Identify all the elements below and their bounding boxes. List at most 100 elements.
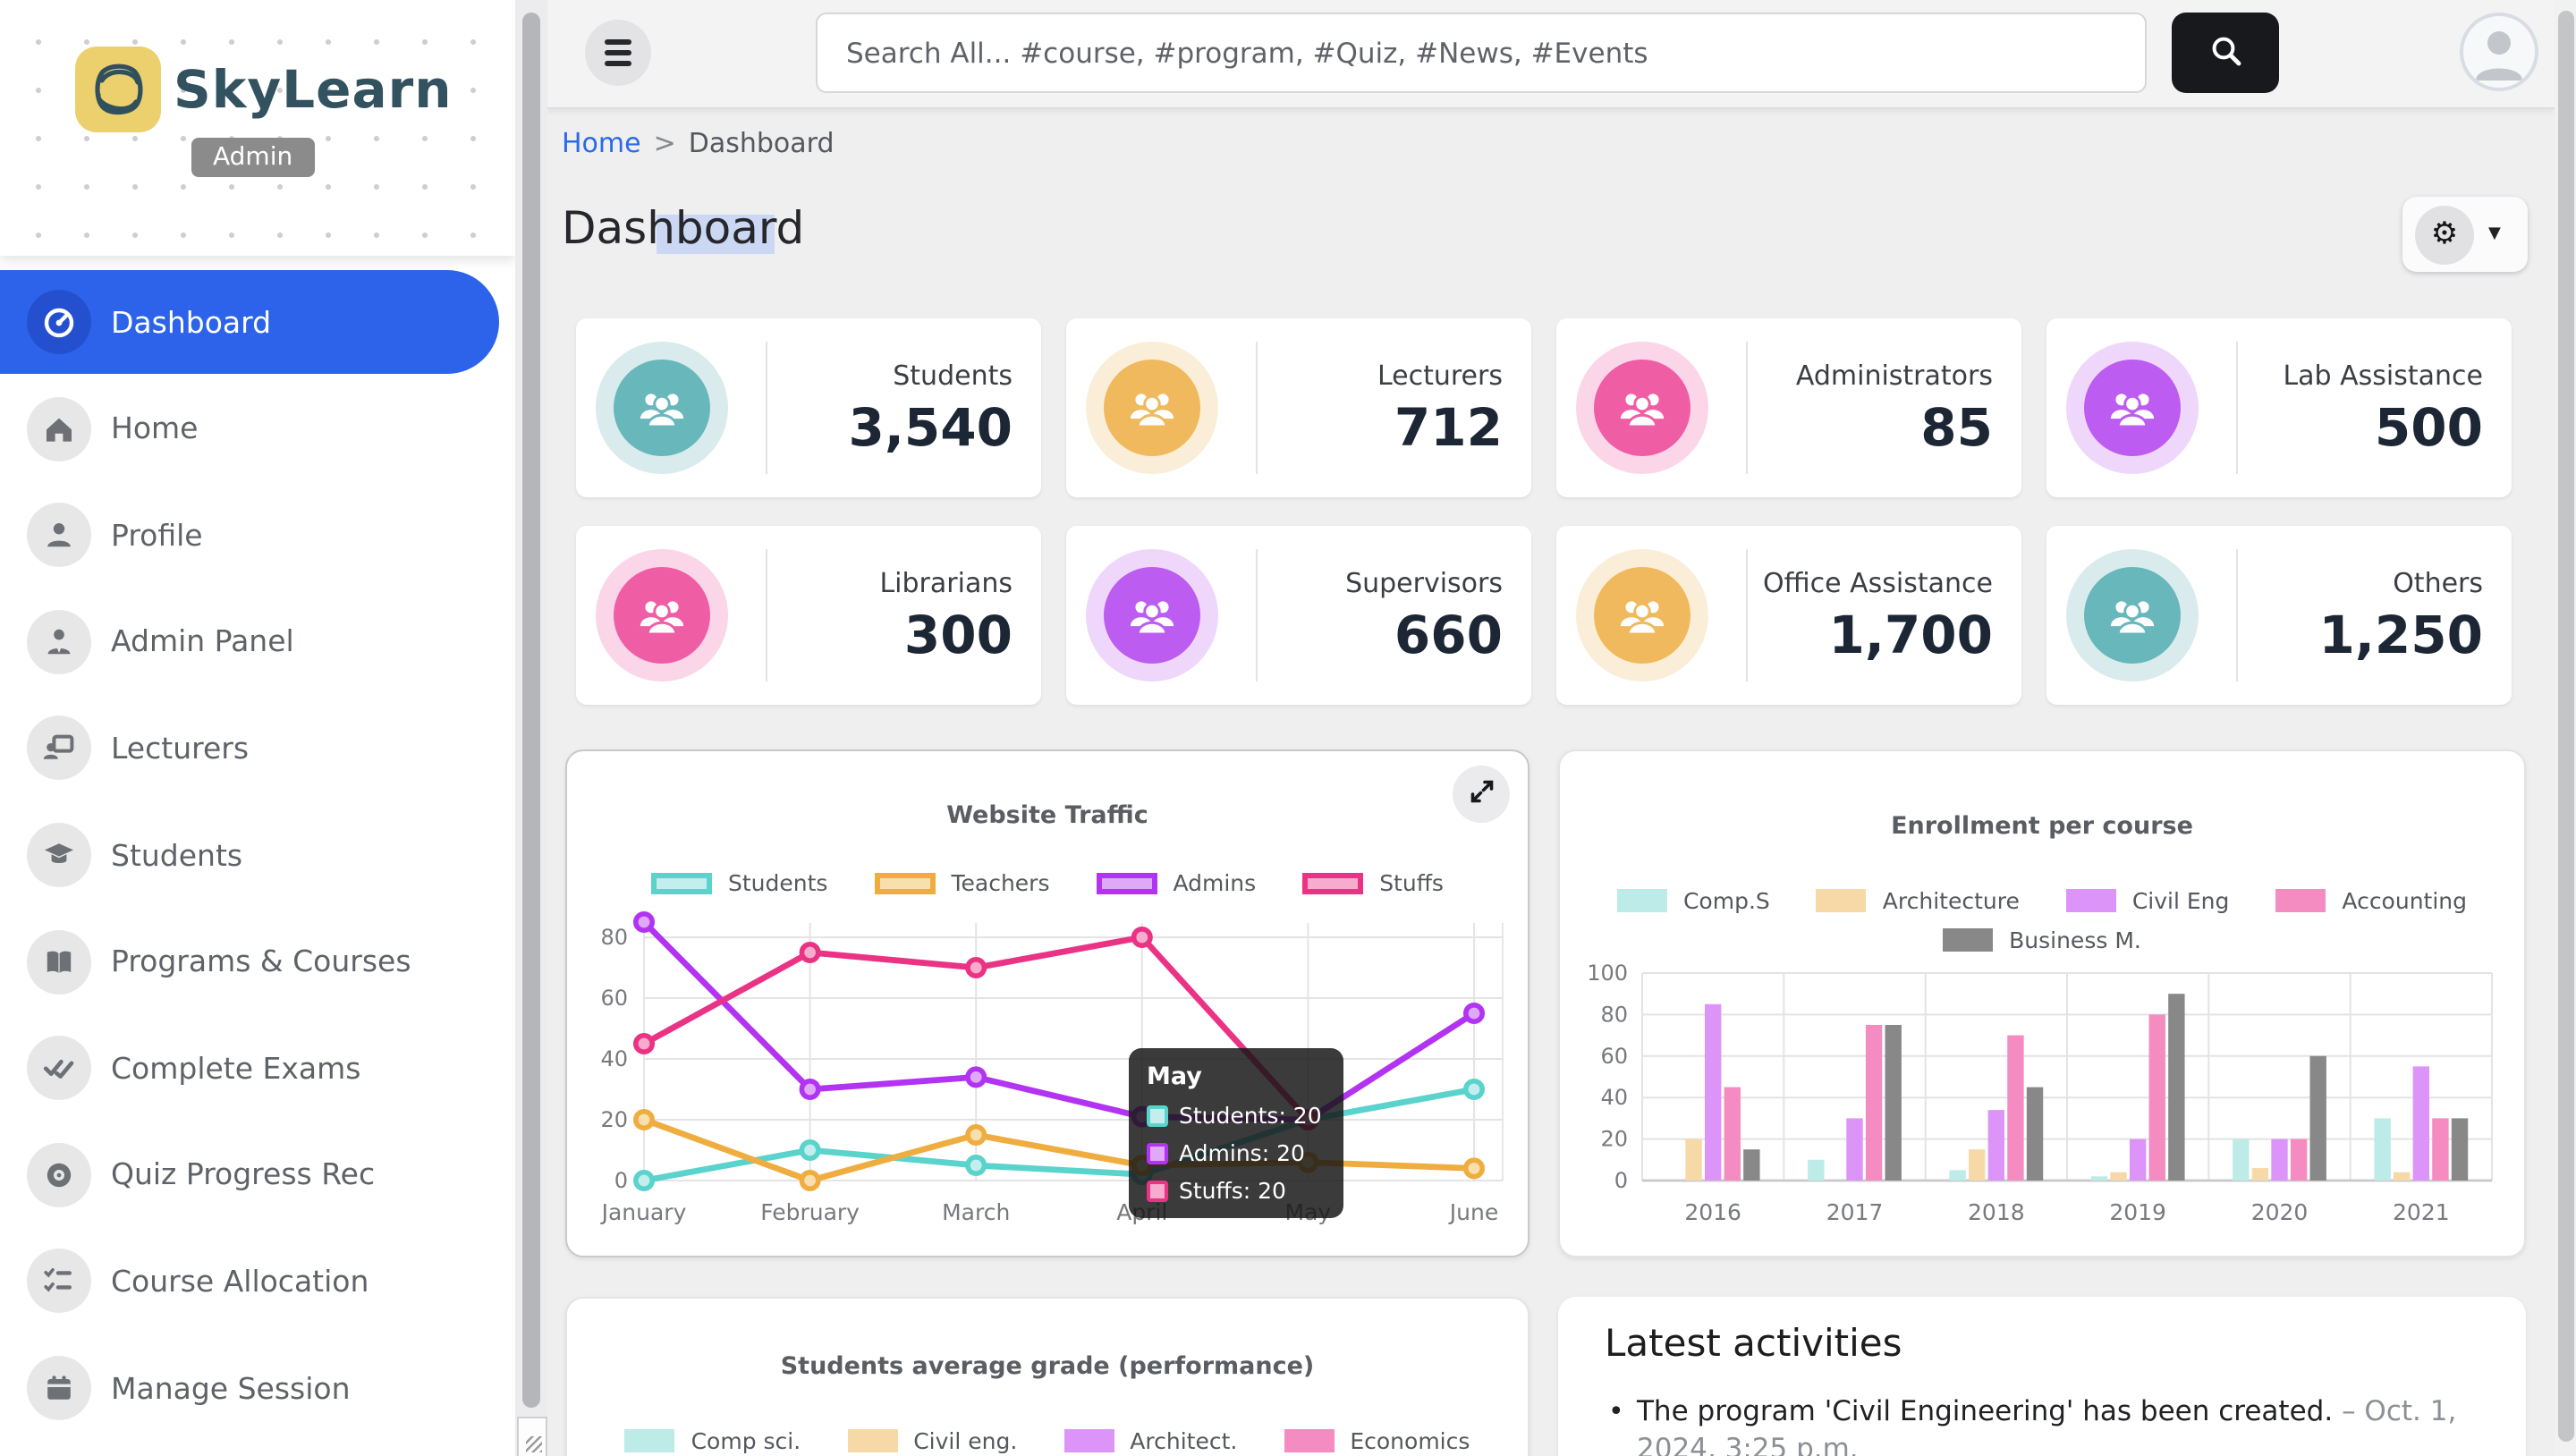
skylearn-logo-icon (75, 47, 161, 132)
legend-item[interactable]: Business M. (1943, 927, 2141, 953)
sidebar-item-dashboard[interactable]: Dashboard (0, 270, 499, 374)
users-icon (1594, 360, 1690, 456)
activity-text: The program 'Civil Engineering' has been… (1637, 1393, 2490, 1456)
legend-item[interactable]: Students (651, 869, 827, 896)
svg-text:2020: 2020 (2251, 1199, 2309, 1225)
traffic-legend: Students Teachers Admins Stuffs (567, 869, 1528, 896)
activities-title: Latest activities (1605, 1322, 1902, 1365)
stat-card: Librarians 300 (576, 526, 1041, 705)
legend-item[interactable]: Comp sci. (624, 1427, 801, 1454)
sidebar-item-label: Lecturers (111, 731, 250, 766)
stat-icon-halo (596, 342, 728, 474)
home-icon (27, 396, 91, 461)
sidebar-item-home[interactable]: Home (0, 377, 515, 480)
sidebar-item-students[interactable]: Students (0, 803, 515, 907)
breadcrumb-current: Dashboard (688, 127, 835, 159)
breadcrumb-separator: > (653, 127, 676, 159)
legend-item[interactable]: Civil eng. (847, 1427, 1017, 1454)
stat-card: Lecturers 712 (1066, 318, 1531, 497)
legend-swatch (1096, 872, 1157, 893)
legend-swatch (1616, 889, 1667, 912)
svg-text:February: February (760, 1199, 860, 1225)
gear-icon: ⚙ (2415, 205, 2474, 264)
legend-label: Stuffs (1379, 869, 1444, 896)
stat-value: 660 (1394, 604, 1503, 665)
sidebar-item-manage-session[interactable]: Manage Session (0, 1336, 515, 1440)
tooltip-value: Students: 20 (1179, 1102, 1322, 1129)
stat-card: Students 3,540 (576, 318, 1041, 497)
hamburger-menu-button[interactable] (585, 20, 651, 86)
legend-swatch (1284, 1429, 1335, 1452)
breadcrumb: Home > Dashboard (562, 127, 835, 159)
legend-item[interactable]: Teachers (874, 869, 1049, 896)
sidebar-item-admin-panel[interactable]: Admin Panel (0, 590, 515, 694)
sidebar-item-label: Students (111, 838, 243, 872)
legend-label: Accounting (2342, 887, 2468, 914)
sidebar-item-label: Dashboard (111, 305, 272, 339)
perf-legend: Comp sci. Civil eng. Architect. Economics (567, 1427, 1528, 1454)
divider (1746, 342, 1748, 474)
quiz-progress-icon (27, 1142, 91, 1207)
svg-text:60: 60 (1600, 1044, 1628, 1069)
course-allocation-icon (27, 1249, 91, 1314)
stat-card: Administrators 85 (1556, 318, 2021, 497)
sidebar: SkyLearn Admin Dashboard Home Profile Admin… (0, 0, 515, 1456)
stat-label: Lecturers (1377, 359, 1503, 391)
stat-label: Lab Assistance (2283, 359, 2483, 391)
performance-card: Students average grade (performance) Com… (565, 1297, 1530, 1456)
sidebar-item-lecturers[interactable]: Lecturers (0, 697, 515, 800)
sidebar-item-course-allocation[interactable]: Course Allocation (0, 1230, 515, 1333)
divider (1256, 549, 1258, 681)
legend-label: Teachers (951, 869, 1050, 896)
legend-item[interactable]: Comp.S (1616, 887, 1770, 914)
tooltip-swatch (1147, 1142, 1168, 1164)
legend-item[interactable]: Accounting (2275, 887, 2467, 914)
latest-activities-card: Latest activities • The program 'Civil En… (1558, 1297, 2526, 1456)
sidebar-item-label: Profile (111, 518, 203, 553)
traffic-plot[interactable]: JanuaryFebruaryMarchAprilMayJune02040608… (567, 751, 1531, 1256)
text-selection-highlight (657, 215, 775, 254)
search-button[interactable] (2172, 13, 2279, 93)
legend-label: Comp.S (1682, 887, 1770, 914)
legend-swatch (1943, 928, 1994, 952)
enroll-plot[interactable]: 0 20 40 60 80 100 2016 2017 2018 2019 2020 2021 (1560, 751, 2528, 1256)
settings-dropdown-button[interactable]: ⚙ ▼ (2402, 197, 2528, 272)
enroll-legend-row2: Business M. (1560, 927, 2524, 953)
stat-label: Office Assistance (1763, 566, 1993, 598)
sidebar-scrollbar[interactable] (521, 13, 539, 1408)
search-input[interactable] (816, 13, 2147, 93)
sidebar-item-quiz-progress-rec[interactable]: Quiz Progress Rec (0, 1123, 515, 1227)
main-scrollbar[interactable] (2557, 11, 2573, 1442)
breadcrumb-home-link[interactable]: Home (562, 127, 641, 159)
legend-item[interactable]: Admins (1096, 869, 1256, 896)
sidebar-item-label: Programs & Courses (111, 944, 411, 979)
tooltip-row: Students: 20 (1147, 1102, 1326, 1129)
activity-item: • The program 'Civil Engineering' has bee… (1608, 1393, 2490, 1456)
stat-label: Librarians (879, 566, 1013, 598)
divider (1256, 342, 1258, 474)
sidebar-item-programs-courses[interactable]: Programs & Courses (0, 910, 515, 1013)
resize-handle[interactable] (517, 1417, 547, 1456)
enrollment-card: Enrollment per course Comp.S Architecture… (1558, 749, 2526, 1257)
sidebar-header: SkyLearn Admin (0, 0, 515, 256)
legend-item[interactable]: Civil Eng (2065, 887, 2229, 914)
admin-badge: Admin (191, 138, 315, 177)
sidebar-item-complete-exams[interactable]: Complete Exams (0, 1016, 515, 1120)
svg-text:60: 60 (600, 986, 628, 1011)
user-avatar[interactable] (2460, 13, 2538, 91)
legend-item[interactable]: Architect. (1063, 1427, 1237, 1454)
legend-item[interactable]: Architecture (1816, 887, 2020, 914)
svg-text:2018: 2018 (1968, 1199, 2025, 1225)
admin-panel-icon (27, 609, 91, 674)
legend-item[interactable]: Stuffs (1302, 869, 1444, 896)
stat-label: Administrators (1795, 359, 1993, 391)
svg-text:40: 40 (1600, 1085, 1628, 1110)
sidebar-item-profile[interactable]: Profile (0, 483, 515, 587)
legend-item[interactable]: Economics (1284, 1427, 1470, 1454)
expand-chart-button[interactable] (1453, 766, 1510, 823)
svg-text:40: 40 (600, 1046, 628, 1071)
logo-link[interactable]: SkyLearn (75, 47, 453, 132)
users-icon (2084, 567, 2181, 664)
divider (1746, 549, 1748, 681)
